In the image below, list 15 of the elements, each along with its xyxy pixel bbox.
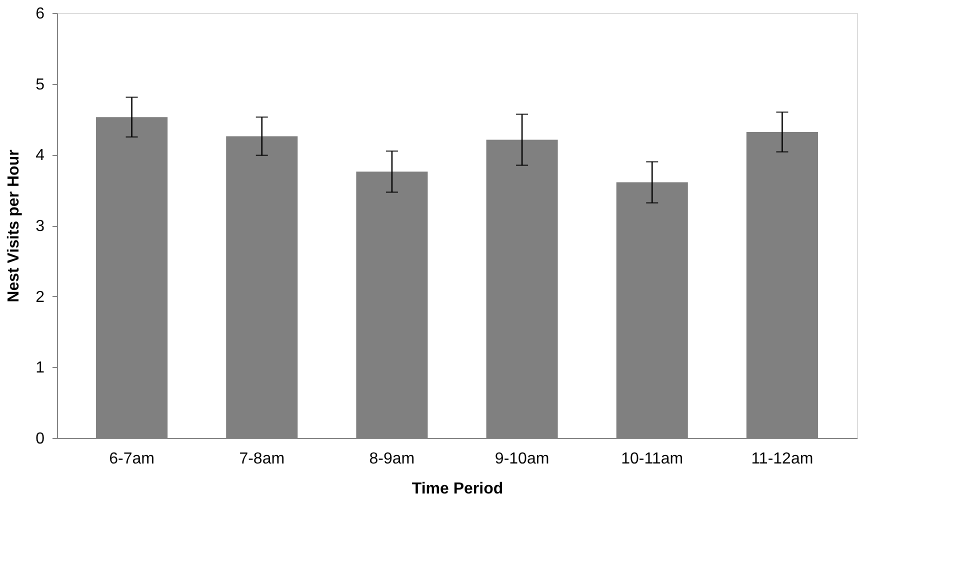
y-axis-title: Nest Visits per Hour xyxy=(6,150,23,302)
y-tick-label: 3 xyxy=(36,218,45,235)
y-tick-label: 5 xyxy=(36,76,45,94)
x-tick-label: 7-8am xyxy=(239,450,285,468)
y-tick-label: 2 xyxy=(36,288,45,306)
x-tick-label: 6-7am xyxy=(109,450,154,468)
y-tick-label: 1 xyxy=(36,360,45,377)
x-tick-label: 11-12am xyxy=(751,450,814,468)
x-tick-label: 10-11am xyxy=(621,450,684,468)
y-tick-label: 0 xyxy=(36,430,45,448)
y-tick-label: 6 xyxy=(36,6,45,22)
x-tick-label: 9-10am xyxy=(494,450,550,468)
x-tick-label: 8-9am xyxy=(369,450,415,468)
y-tick-label: 4 xyxy=(36,147,45,164)
x-axis-title: Time Period xyxy=(412,480,504,498)
